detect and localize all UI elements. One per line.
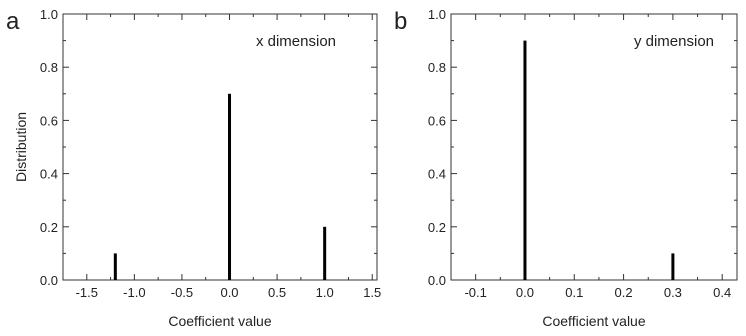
- x-tick-label: 0.4: [713, 285, 731, 300]
- x-axis-label: Coefficient value: [542, 313, 645, 329]
- x-tick-label: 1.5: [363, 285, 381, 300]
- y-tick-label: 0.2: [428, 220, 446, 235]
- y-tick-label: 0.4: [428, 167, 446, 182]
- data-bar: [671, 253, 675, 280]
- y-tick-label: 0.2: [40, 220, 58, 235]
- data-bar: [228, 93, 232, 280]
- x-tick-label: 1.0: [316, 285, 334, 300]
- x-tick-label: -1.5: [76, 285, 98, 300]
- data-bar: [113, 253, 117, 280]
- y-tick-label: 0.8: [428, 60, 446, 75]
- y-tick-label: 0.4: [40, 167, 58, 182]
- y-tick-label: 0.6: [40, 113, 58, 128]
- y-tick-label: 0.6: [428, 113, 446, 128]
- x-tick-label: 0.2: [615, 285, 633, 300]
- y-tick-label: 1.0: [40, 7, 58, 22]
- x-tick-label: -1.0: [123, 285, 145, 300]
- data-bar: [323, 226, 327, 280]
- x-axis-label: Coefficient value: [168, 313, 271, 329]
- y-tick-label: 0.8: [40, 60, 58, 75]
- y-tick-label: 0.0: [40, 273, 58, 288]
- panel-label: b: [394, 8, 407, 35]
- x-tick-label: 0.0: [220, 285, 238, 300]
- plot-frame-a: [62, 13, 378, 281]
- panel-label: a: [6, 8, 20, 35]
- panel-annotation: y dimension: [634, 33, 714, 50]
- data-bar: [523, 40, 527, 280]
- y-axis-label: Distribution: [13, 112, 29, 182]
- x-tick-label: -0.1: [464, 285, 486, 300]
- x-tick-label: 0.0: [516, 285, 534, 300]
- y-tick-label: 0.0: [428, 273, 446, 288]
- x-tick-label: 0.1: [565, 285, 583, 300]
- panel-annotation: x dimension: [256, 33, 336, 50]
- x-tick-label: 0.5: [268, 285, 286, 300]
- y-tick-label: 1.0: [428, 7, 446, 22]
- x-tick-label: -0.5: [171, 285, 193, 300]
- x-tick-label: 0.3: [664, 285, 682, 300]
- plot-frame-b: [450, 13, 738, 281]
